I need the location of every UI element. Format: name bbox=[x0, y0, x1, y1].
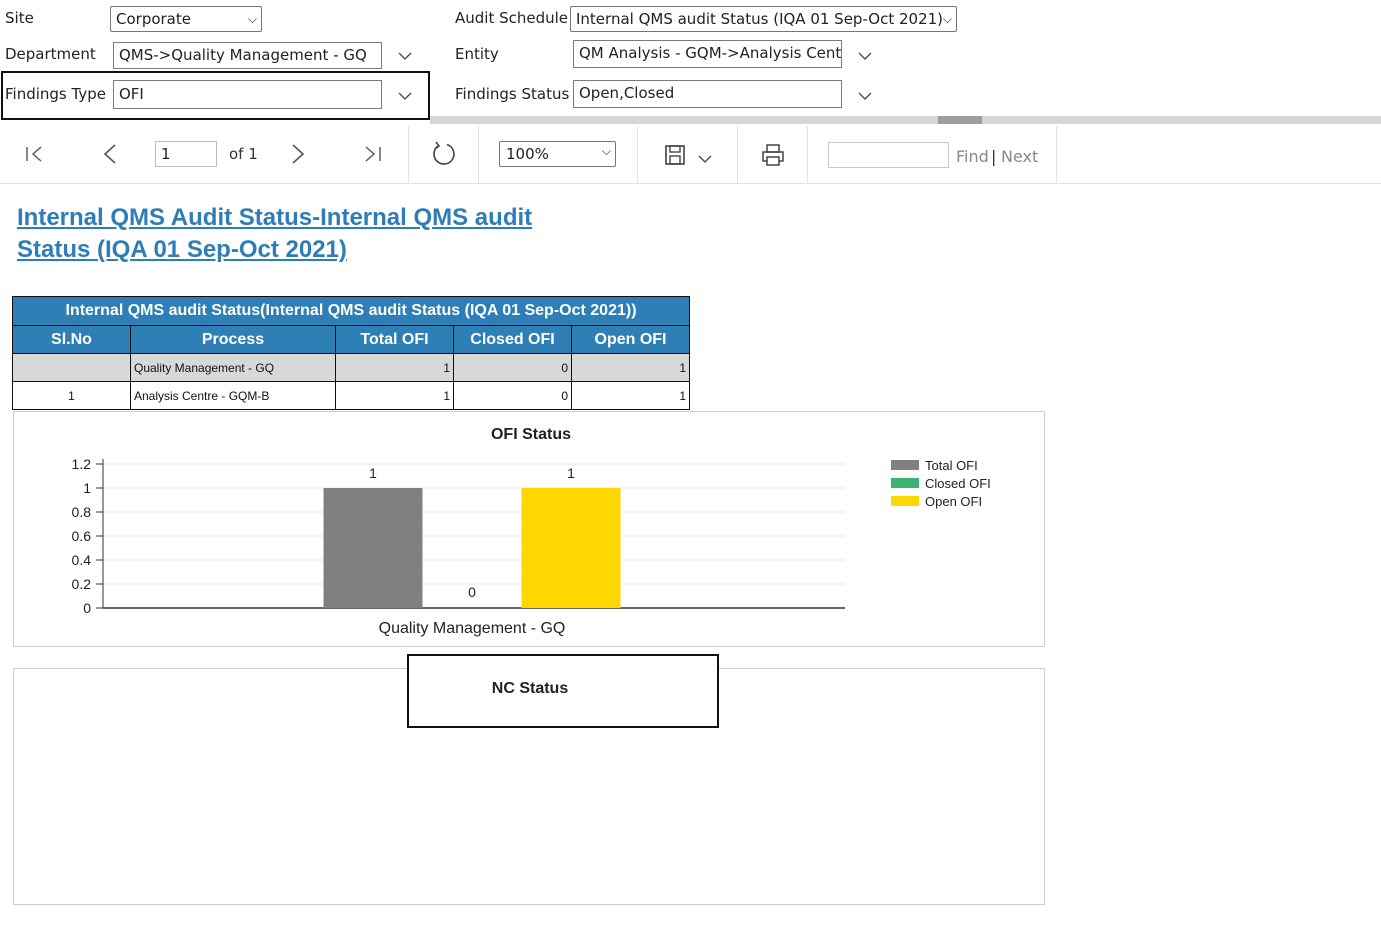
toolbar-separator bbox=[478, 126, 479, 183]
toolbar-separator bbox=[807, 126, 808, 183]
header-closed-ofi: Closed OFI bbox=[453, 325, 572, 354]
toolbar-separator bbox=[408, 126, 409, 183]
status-table: Internal QMS audit Status(Internal QMS a… bbox=[12, 296, 690, 410]
cell-open: 1 bbox=[571, 381, 690, 410]
cell-total: 1 bbox=[335, 353, 454, 382]
chevron-down-icon[interactable] bbox=[398, 51, 412, 61]
y-tick-label: 0.8 bbox=[72, 504, 92, 520]
audit-schedule-select[interactable]: Internal QMS audit Status (IQA 01 Sep-Oc… bbox=[570, 6, 957, 32]
y-tick-label: 0.4 bbox=[72, 552, 92, 568]
cell-process: Analysis Centre - GQM-B bbox=[130, 381, 336, 410]
chart-title: OFI Status bbox=[491, 426, 571, 443]
cell-process: Quality Management - GQ bbox=[130, 353, 336, 382]
entity-value: QM Analysis - GQM->Analysis Centre - GQM… bbox=[579, 44, 842, 62]
table-row: 1 Analysis Centre - GQM-B 1 0 1 bbox=[12, 381, 690, 410]
bar-open-ofi bbox=[521, 488, 621, 608]
site-select-value: Corporate bbox=[116, 10, 191, 28]
chevron-down-icon[interactable] bbox=[858, 91, 872, 101]
refresh-icon[interactable] bbox=[431, 141, 458, 168]
findings-status-field[interactable]: Open,Closed bbox=[573, 80, 842, 108]
chevron-down-icon: ⌵ bbox=[247, 12, 257, 26]
nc-title-highlight bbox=[407, 654, 719, 728]
header-slno: Sl.No bbox=[12, 325, 131, 354]
entity-label: Entity bbox=[455, 45, 499, 63]
toolbar-separator bbox=[637, 126, 638, 183]
report-title-link[interactable]: Internal QMS Audit Status-Internal QMS a… bbox=[17, 204, 533, 263]
nc-chart-title: NC Status bbox=[491, 680, 569, 697]
toolbar-separator bbox=[1056, 126, 1057, 183]
cell-slno: 1 bbox=[12, 381, 131, 410]
find-separator: | bbox=[991, 147, 997, 166]
x-category-label: Quality Management - GQ bbox=[379, 620, 566, 637]
find-button[interactable]: Find bbox=[956, 147, 989, 166]
site-select[interactable]: Corporate ⌵ bbox=[110, 6, 262, 32]
save-icon[interactable] bbox=[664, 144, 686, 166]
y-tick-label: 1 bbox=[83, 480, 91, 496]
findings-type-highlight bbox=[1, 71, 430, 120]
cell-closed: 0 bbox=[453, 353, 572, 382]
audit-schedule-value: Internal QMS audit Status (IQA 01 Sep-Oc… bbox=[576, 10, 944, 28]
legend-label: Closed OFI bbox=[925, 476, 991, 491]
y-tick-label: 0.6 bbox=[72, 528, 92, 544]
department-field-value: QMS->Quality Management - GQ bbox=[119, 46, 367, 64]
print-icon[interactable] bbox=[761, 143, 785, 167]
y-tick-label: 0.2 bbox=[72, 576, 92, 592]
ofi-chart-frame: OFI Status 0 0.2 0.4 0.6 0.8 1 1.2 1 0 1 Quality Ma… bbox=[13, 411, 1045, 647]
cell-total: 1 bbox=[335, 381, 454, 410]
cell-slno bbox=[12, 353, 131, 382]
department-field[interactable]: QMS->Quality Management - GQ bbox=[113, 42, 382, 69]
prev-page-icon[interactable] bbox=[102, 143, 118, 165]
legend-swatch bbox=[891, 478, 919, 488]
entity-field[interactable]: QM Analysis - GQM->Analysis Centre - GQM… bbox=[573, 40, 842, 68]
bar-data-label: 0 bbox=[468, 584, 476, 600]
chevron-down-icon: ⌵ bbox=[601, 144, 611, 158]
header-total-ofi: Total OFI bbox=[335, 325, 454, 354]
bar-data-label: 1 bbox=[567, 465, 575, 481]
table-row: Quality Management - GQ 1 0 1 bbox=[12, 353, 690, 382]
findings-type-label: Findings Type bbox=[5, 85, 106, 103]
audit-schedule-label: Audit Schedule bbox=[455, 9, 569, 27]
zoom-select[interactable]: 100% ⌵ bbox=[499, 141, 616, 167]
chevron-down-icon[interactable] bbox=[698, 154, 712, 164]
findings-status-value: Open,Closed bbox=[579, 84, 675, 102]
page-number-input[interactable]: 1 bbox=[155, 141, 217, 167]
toolbar-bottom-border bbox=[0, 183, 1381, 184]
chevron-down-icon[interactable] bbox=[858, 51, 872, 61]
chevron-down-icon[interactable] bbox=[398, 91, 412, 101]
next-page-icon[interactable] bbox=[290, 143, 306, 165]
page-count: of 1 bbox=[229, 145, 258, 163]
bar-total-ofi bbox=[323, 488, 423, 608]
site-label: Site bbox=[5, 9, 34, 27]
splitter-handle[interactable] bbox=[938, 116, 982, 124]
findings-type-field[interactable]: OFI bbox=[113, 80, 382, 109]
header-process: Process bbox=[130, 325, 336, 354]
legend-swatch bbox=[891, 496, 919, 506]
next-button[interactable]: Next bbox=[1001, 147, 1039, 166]
y-tick-label: 1.2 bbox=[72, 456, 92, 472]
find-input[interactable] bbox=[828, 142, 949, 168]
cell-open: 1 bbox=[571, 353, 690, 382]
last-page-icon[interactable] bbox=[362, 145, 382, 163]
zoom-value: 100% bbox=[506, 145, 549, 163]
findings-type-value: OFI bbox=[119, 85, 144, 103]
page-number-value: 1 bbox=[161, 145, 171, 163]
department-label: Department bbox=[5, 45, 96, 63]
parameters-splitter[interactable] bbox=[430, 116, 1381, 124]
table-title: Internal QMS audit Status(Internal QMS a… bbox=[12, 296, 690, 326]
legend-label: Total OFI bbox=[925, 458, 978, 473]
findings-status-label: Findings Status bbox=[455, 85, 570, 103]
toolbar-separator bbox=[737, 126, 738, 183]
first-page-icon[interactable] bbox=[25, 145, 45, 163]
legend-swatch bbox=[891, 460, 919, 470]
ofi-status-chart: OFI Status 0 0.2 0.4 0.6 0.8 1 1.2 1 0 1 Quality Ma… bbox=[72, 426, 991, 637]
legend-label: Open OFI bbox=[925, 494, 982, 509]
header-open-ofi: Open OFI bbox=[571, 325, 690, 354]
chevron-down-icon: ⌵ bbox=[942, 12, 952, 26]
bar-data-label: 1 bbox=[369, 465, 377, 481]
cell-closed: 0 bbox=[453, 381, 572, 410]
y-tick-label: 0 bbox=[83, 600, 91, 616]
